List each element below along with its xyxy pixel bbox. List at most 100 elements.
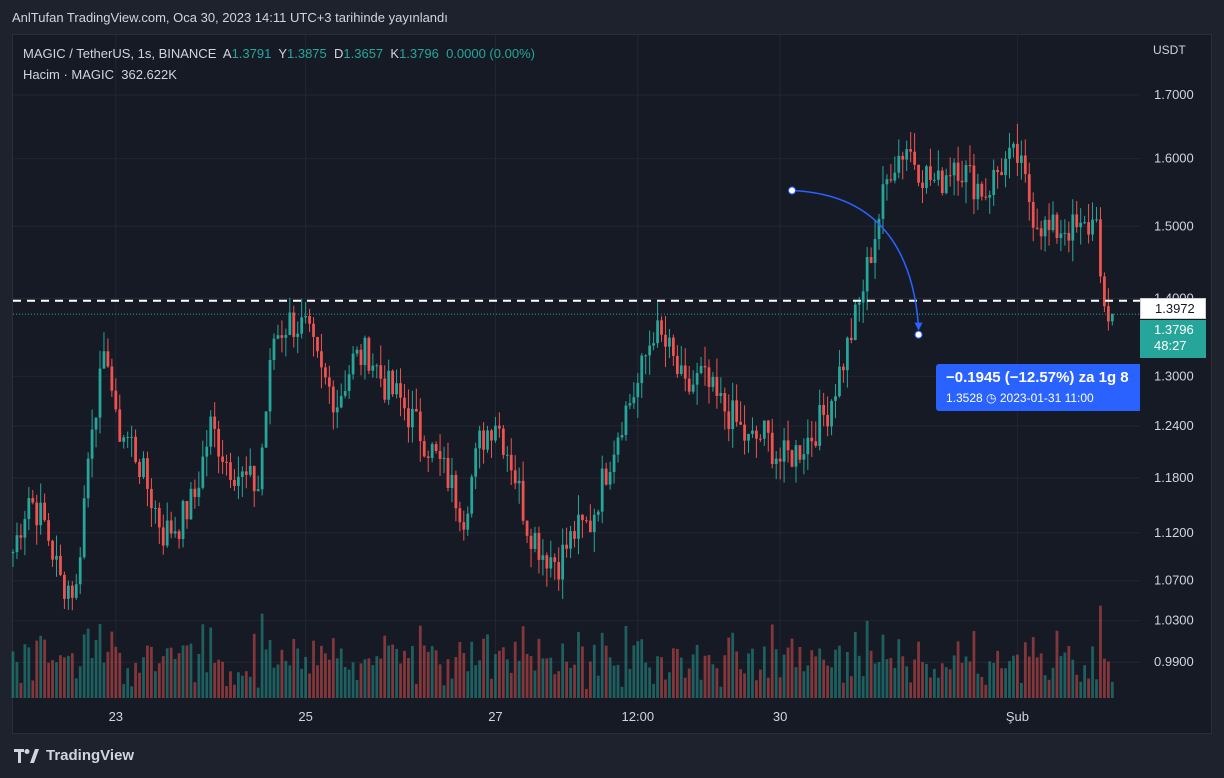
candle-body [845,337,849,371]
candle-body [671,337,675,356]
volume-bar [296,648,300,698]
candle-body [86,458,90,499]
candle-body [707,367,711,387]
candle-body [15,535,19,553]
candle-body [157,507,161,528]
candle-body [964,165,968,183]
candle-body [244,471,248,475]
y-tick-label: 1.0300 [1154,613,1194,628]
volume-bar [581,646,584,698]
candle-body [881,184,885,219]
volume-bar [442,685,446,698]
candle-body [577,514,580,539]
volume-bar [533,670,537,698]
candle-body [778,458,782,462]
candle-body [161,527,165,546]
volume-label[interactable]: Hacim · MAGIC [23,67,114,82]
volume-bar [925,663,928,698]
candle-body [838,366,841,397]
candle-body [758,438,762,440]
volume-bar [948,669,952,698]
volume-value: 362.622K [121,67,177,82]
volume-bar [660,657,663,698]
candle-body [110,366,114,391]
volume-bar [347,669,351,698]
candle-body [462,522,466,530]
candle-body [861,291,865,303]
candle-body [118,409,122,442]
volume-bar [513,641,517,698]
candle-body [818,405,822,446]
x-tick-label: 23 [109,709,123,724]
volume-bar [719,686,723,698]
volume-bar [1106,661,1110,698]
candle-body [509,454,513,471]
volume-bar [557,671,561,698]
candle-body [233,479,236,486]
volume-bar [944,667,948,698]
volume-bar [327,659,331,698]
volume-bar [952,655,956,698]
candle-body [1035,227,1039,229]
candle-body [632,397,636,404]
volume-bar [225,686,228,698]
volume-bar [51,660,54,698]
volume-bar [988,661,992,698]
candle-body [727,411,731,430]
candle-body [703,365,707,368]
candle-body [735,400,739,422]
x-tick-label: Şub [1006,709,1029,724]
volume-bar [964,656,968,698]
candle-body [952,162,956,176]
candle-body [596,511,600,515]
candle-body [723,393,727,412]
tradingview-branding[interactable]: TradingView [14,747,134,764]
candle-body [1087,222,1090,235]
prediction-label[interactable]: −0.1945 (−12.57%) za 1g 8 1.3528 ◷ 2023-… [936,364,1140,411]
prediction-arrowhead [914,322,923,331]
volume-bar [486,634,489,698]
candle-body [256,489,260,492]
candle-body [27,498,31,520]
candle-body [1103,276,1106,307]
volume-bar [1051,667,1055,698]
candle-body [691,384,695,392]
volume-bar [260,613,264,698]
volume-bar [897,639,901,698]
candle-body [984,196,988,198]
candle-body [849,337,853,341]
volume-bar [256,687,260,698]
volume-bar [778,677,782,698]
candle-body [114,390,118,410]
candle-body [399,383,402,398]
candle-body [82,498,86,558]
volume-bar [264,649,268,698]
volume-bar [873,663,877,698]
candle-body [1019,155,1023,163]
volume-bar [612,665,616,698]
candle-body [391,370,395,395]
volume-bar [1071,659,1075,698]
candle-body [683,365,687,379]
candle-body [320,351,323,368]
volume-bar [126,668,130,698]
volume-bar [134,662,137,698]
candle-body [126,436,130,438]
volume-bar [47,662,50,698]
candle-body [585,520,588,522]
volume-bar [70,653,74,698]
low-label: D [334,46,344,61]
high-label: Y [278,46,287,61]
volume-bar [881,634,885,698]
volume-bar [102,662,106,698]
volume-bar [968,661,972,698]
candle-body [296,333,300,337]
candle-body [501,428,505,455]
tradingview-logo-icon [14,748,40,764]
volume-bar [110,631,114,698]
symbol-label[interactable]: MAGIC / TetherUS, 1s, BINANCE [23,46,217,61]
volume-bar [339,648,343,698]
currency-unit[interactable]: USDT [1153,43,1186,57]
volume-bar [664,679,667,698]
